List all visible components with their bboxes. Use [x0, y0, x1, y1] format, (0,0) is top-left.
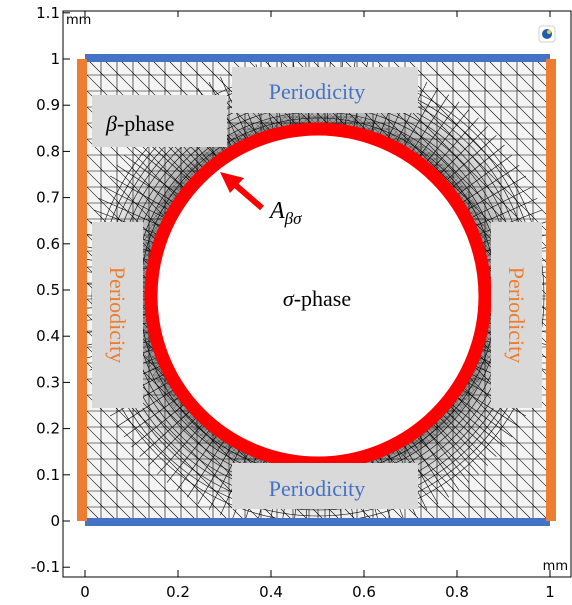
sigma-symbol: σ — [283, 286, 295, 311]
periodicity-bar-top — [85, 54, 550, 62]
y-tick-label: 1.1 — [36, 4, 60, 22]
y-tick-label: 0.3 — [36, 373, 60, 391]
comsol-logo-icon — [538, 25, 556, 43]
y-unit-label: mm — [66, 13, 91, 28]
y-tick-label: 0.2 — [36, 420, 60, 438]
x-axis: 0 0.2 0.4 0.6 0.8 1 — [80, 11, 555, 601]
x-tick-label: 0.8 — [445, 583, 469, 601]
x-tick-label: 0.6 — [352, 583, 376, 601]
beta-phase-box — [92, 95, 227, 147]
x-tick-label: 0 — [80, 583, 90, 601]
y-tick-label: 1 — [50, 50, 60, 68]
x-unit-label: mm — [543, 559, 568, 574]
y-tick-label: 0.1 — [36, 466, 60, 484]
periodicity-top-label: Periodicity — [269, 79, 366, 104]
y-tick-label: 0.7 — [36, 189, 60, 207]
periodicity-left-label: Periodicity — [105, 267, 130, 364]
sigma-suffix: -phase — [294, 286, 351, 311]
periodicity-top-box — [232, 67, 418, 113]
x-tick-label: 1 — [545, 583, 555, 601]
x-tick-label: 0.4 — [259, 583, 283, 601]
periodicity-bottom-box — [232, 463, 418, 509]
beta-suffix: -phase — [117, 111, 174, 136]
periodicity-bar-left — [77, 59, 87, 521]
periodicity-bar-right — [546, 59, 556, 521]
interface-arrow — [220, 172, 264, 211]
interface-subscript: βσ — [284, 209, 302, 228]
y-tick-label: 0.6 — [36, 235, 60, 253]
periodicity-bottom-label: Periodicity — [269, 476, 366, 501]
y-tick-label: 0.9 — [36, 96, 60, 114]
beta-phase-label: β-phase — [105, 111, 174, 136]
periodicity-right-label: Periodicity — [504, 267, 529, 364]
y-tick-label: 0.4 — [36, 327, 60, 345]
periodicity-bar-bottom — [85, 518, 550, 526]
y-tick-label: 0 — [50, 512, 60, 530]
sigma-phase-label: σ-phase — [283, 286, 351, 311]
interface-symbol: A — [268, 198, 285, 224]
x-tick-label: 0.2 — [166, 583, 190, 601]
beta-symbol: β — [105, 111, 117, 136]
periodicity-right-box — [491, 222, 542, 408]
y-axis: -0.1 0 0.1 0.2 0.3 0.4 0.5 0.6 0.7 0.8 0.9 1 1.1 — [31, 4, 70, 576]
y-tick-label: -0.1 — [31, 558, 60, 576]
periodicity-left-box — [92, 222, 143, 408]
interface-label: Aβσ — [268, 198, 302, 228]
y-tick-label: 0.5 — [36, 281, 60, 299]
y-tick-label: 0.8 — [36, 142, 60, 160]
